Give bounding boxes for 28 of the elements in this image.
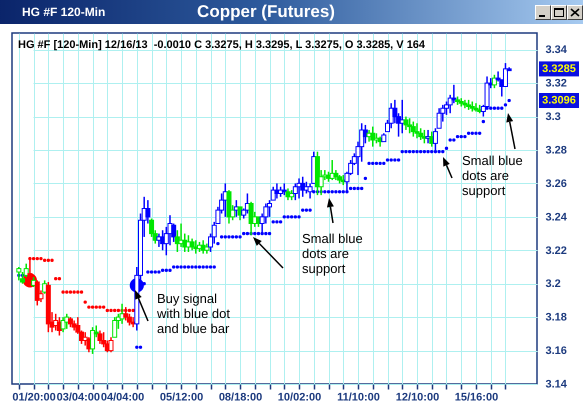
y-tick-label: 3.28 (546, 144, 567, 156)
y-tick-label: 3.34 (546, 44, 568, 56)
y-tick-label: 3.26 (546, 178, 567, 190)
x-tick-label: 15/16:00 (454, 392, 498, 404)
annotation: Buy signal with blue dot and blue bar (156, 290, 230, 336)
x-tick-label: 12/10:00 (396, 392, 440, 404)
chart-title: Copper (Futures) (197, 2, 335, 21)
x-tick-label: 08/18:00 (218, 392, 262, 404)
annotation: Small blue dots are support (302, 230, 363, 276)
price-tag: 3.3285 (539, 61, 579, 76)
y-tick-label: 3.2 (546, 278, 561, 290)
y-tick-label: 3.14 (546, 378, 568, 390)
x-tick-label: 11/10:00 (337, 392, 380, 404)
x-tick-label: 01/20:00 (12, 392, 56, 404)
y-tick-label: 3.16 (546, 345, 567, 358)
y-tick-label: 3.18 (546, 312, 567, 324)
chart-subtitle: HG #F 120-Min (22, 5, 106, 19)
y-tick-label: 3.3 (546, 111, 561, 124)
y-tick-label: 3.24 (546, 211, 568, 224)
y-tick-label: 3.22 (546, 244, 567, 257)
x-tick-label: 04/04:00 (100, 392, 144, 404)
price-tag: 3.3096 (539, 93, 579, 108)
x-tick-label: 10/02:00 (278, 392, 322, 404)
annotation: HG #F [120-Min] 12/16/13 -0.0010 C 3.3275, H 3.3295, L 3.3275, O 3.3285, V 164 (18, 39, 426, 51)
x-tick-label: 05/12:00 (160, 392, 204, 404)
y-tick-label: 3.32 (546, 78, 567, 90)
x-tick-label: 03/04:00 (56, 392, 100, 404)
annotation: Small blue dots are support (462, 152, 523, 198)
